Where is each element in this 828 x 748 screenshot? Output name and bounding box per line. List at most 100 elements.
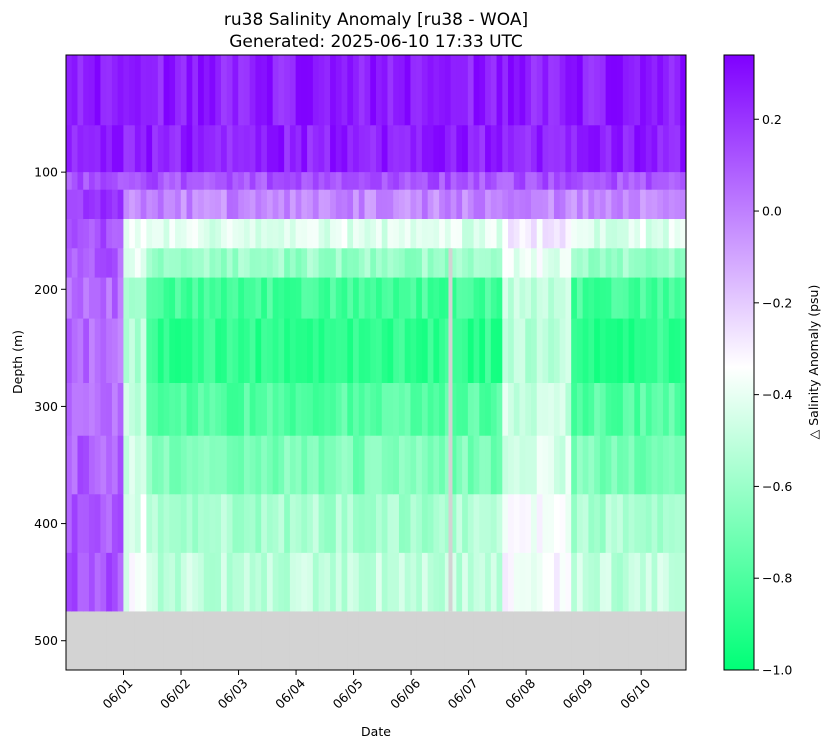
heatmap-cell <box>307 318 314 384</box>
heatmap-cell <box>645 172 653 191</box>
heatmap-cell <box>651 494 658 554</box>
heatmap-cell <box>513 219 521 249</box>
heatmap-cell <box>318 318 325 384</box>
heatmap-cell <box>100 248 107 279</box>
heatmap-cell <box>674 552 681 613</box>
heatmap-cell <box>215 318 222 384</box>
heatmap-cell <box>617 219 624 249</box>
heatmap-cell <box>255 552 262 613</box>
heatmap-cell <box>243 494 251 554</box>
heatmap-cell <box>450 219 457 249</box>
heatmap-cell <box>376 189 383 220</box>
heatmap-cell <box>66 494 73 554</box>
heatmap-cell <box>531 383 538 437</box>
heatmap-cell <box>192 277 199 320</box>
heatmap-cell <box>192 125 199 173</box>
heatmap-cell <box>617 248 624 279</box>
heatmap-cell <box>169 611 176 670</box>
heatmap-cell <box>117 318 125 384</box>
heatmap-cell <box>433 219 440 249</box>
chart-subtitle: Generated: 2025-06-10 17:33 UTC <box>229 32 523 52</box>
heatmap-cell <box>433 318 440 384</box>
heatmap-cell <box>364 125 371 173</box>
heatmap-cell <box>628 248 635 279</box>
heatmap-cell <box>152 552 159 613</box>
heatmap-cell <box>645 318 653 384</box>
heatmap-cell <box>467 125 475 173</box>
heatmap-cell <box>611 552 618 613</box>
heatmap-cell <box>617 277 624 320</box>
heatmap-cell <box>576 611 584 670</box>
heatmap-cell <box>502 611 509 670</box>
heatmap-cell <box>209 277 216 320</box>
heatmap-cell <box>668 189 676 220</box>
heatmap-cell <box>657 435 664 495</box>
heatmap-cell <box>427 248 435 279</box>
heatmap-cell <box>215 494 222 554</box>
heatmap-cell <box>106 611 113 670</box>
heatmap-cell <box>444 383 452 437</box>
heatmap-cell <box>611 318 618 384</box>
heatmap-cell <box>83 189 90 220</box>
heatmap-cell <box>542 435 549 495</box>
heatmap-cell <box>439 277 446 320</box>
heatmap-cell <box>66 435 73 495</box>
heatmap-cell <box>433 172 440 191</box>
heatmap-cell <box>192 383 199 437</box>
heatmap-cell <box>508 435 515 495</box>
heatmap-cell <box>427 494 435 554</box>
heatmap-cell <box>640 277 647 320</box>
x-axis-label: Date <box>361 724 391 739</box>
heatmap-cell <box>548 55 555 126</box>
colorbar-tick-label: 0.2 <box>762 112 782 127</box>
heatmap-cell <box>186 318 193 384</box>
heatmap-cell <box>576 219 584 249</box>
heatmap-cell <box>674 125 681 173</box>
heatmap-cell <box>582 318 590 384</box>
heatmap-cell <box>628 494 635 554</box>
heatmap-cell <box>548 125 555 173</box>
heatmap-cell <box>450 611 457 670</box>
heatmap-cell <box>209 55 216 126</box>
heatmap-cell <box>71 552 79 613</box>
heatmap-cell <box>243 189 251 220</box>
heatmap-cell <box>284 552 291 613</box>
heatmap-cell <box>456 55 463 126</box>
heatmap-cell <box>180 248 188 279</box>
heatmap-cell <box>381 611 389 670</box>
heatmap-cell <box>663 172 670 191</box>
heatmap-cell <box>657 494 664 554</box>
heatmap-cell <box>261 277 268 320</box>
heatmap-cell <box>272 277 280 320</box>
heatmap-cell <box>100 435 107 495</box>
heatmap-cell <box>565 55 572 126</box>
heatmap-cell <box>416 55 423 126</box>
heatmap-cell <box>175 611 182 670</box>
heatmap-cell <box>525 219 532 249</box>
heatmap-cell <box>548 494 555 554</box>
heatmap-cell <box>175 435 182 495</box>
heatmap-cell <box>226 125 234 173</box>
heatmap-cell <box>594 383 601 437</box>
heatmap-cell <box>134 277 142 320</box>
heatmap-cell <box>335 383 343 437</box>
heatmap-cell <box>215 435 222 495</box>
heatmap-cell <box>140 494 147 554</box>
heatmap-cell <box>100 611 107 670</box>
heatmap-cell <box>358 277 366 320</box>
heatmap-cell <box>668 435 676 495</box>
heatmap-cell <box>255 435 262 495</box>
heatmap-cell <box>508 552 515 613</box>
heatmap-cell <box>198 494 205 554</box>
heatmap-cell <box>249 435 257 495</box>
heatmap-cell <box>100 55 107 126</box>
heatmap-cell <box>83 383 90 437</box>
heatmap-cell <box>198 172 205 191</box>
heatmap-cell <box>266 383 274 437</box>
heatmap-cell <box>651 277 658 320</box>
heatmap-cell <box>226 435 234 495</box>
heatmap-cell <box>565 219 572 249</box>
heatmap-cell <box>628 277 635 320</box>
heatmap-cell <box>284 435 291 495</box>
heatmap-cell <box>531 55 538 126</box>
